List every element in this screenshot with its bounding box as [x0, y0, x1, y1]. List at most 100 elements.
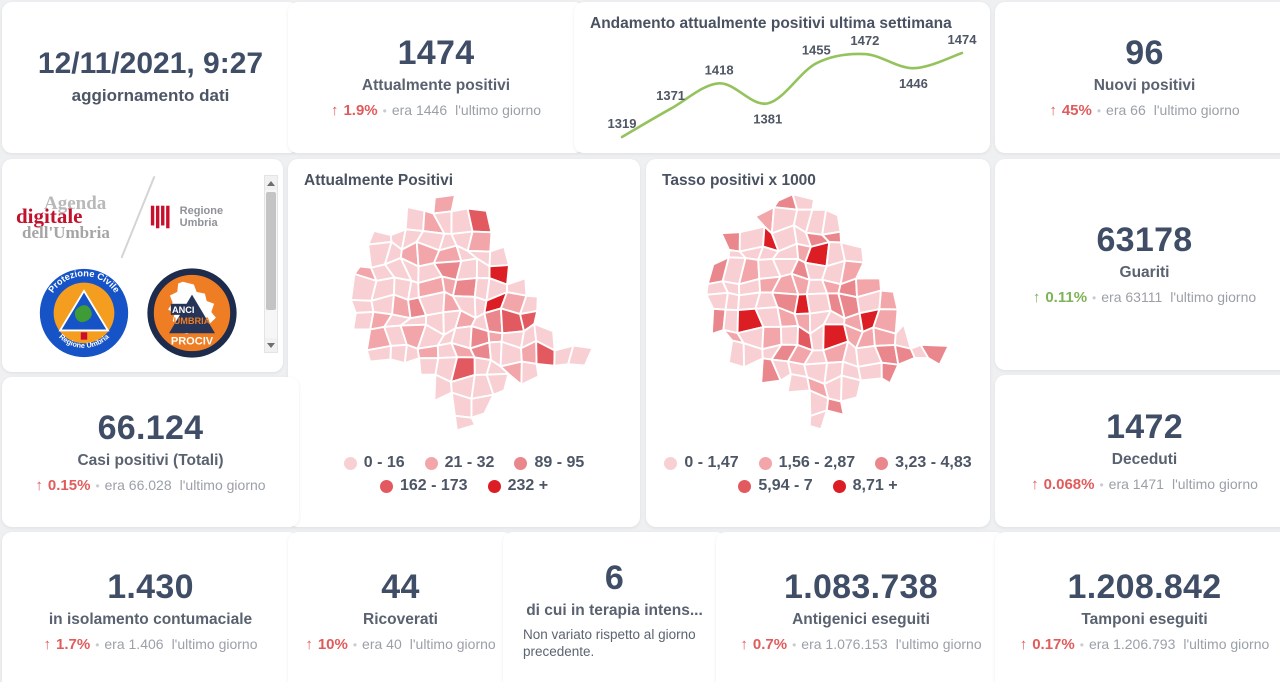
card-ricoverati: 44 Ricoverati ↑ 10% • era 40 l'ultimo giorno: [288, 532, 513, 682]
regione-umbria-mark-icon: [151, 205, 170, 229]
municipality-cell[interactable]: [919, 343, 950, 366]
data-label: 1474: [948, 35, 978, 47]
municipality-cell[interactable]: [857, 361, 883, 382]
data-label: 1446: [899, 76, 928, 91]
previous-value: era 63111: [1101, 289, 1163, 305]
municipality-cell[interactable]: [451, 277, 478, 298]
map-legend: 0 - 1,47 1,56 - 2,87 3,23 - 4,83 5,94 - 7 8,…: [646, 454, 990, 495]
trend-up-icon: ↑: [1032, 289, 1041, 306]
card-logos: Agenda digitale dell'Umbria Regione Umbr…: [2, 159, 283, 372]
municipality-cell[interactable]: [350, 299, 375, 314]
svg-text:ANCI: ANCI: [172, 304, 194, 314]
legend-label: 8,71 +: [852, 477, 898, 494]
municipality-cell[interactable]: [791, 193, 815, 211]
municipality-cell[interactable]: [821, 208, 842, 236]
stat-value: 1.208.842: [1067, 567, 1222, 606]
municipality-cell[interactable]: [825, 397, 845, 416]
trend-row: ↑ 0.7% • era 1.076.153 l'ultimo giorno: [740, 636, 981, 653]
legend-label: 0 - 16: [363, 454, 405, 471]
trend-percent: 0.11%: [1045, 289, 1088, 306]
legend-label: 5,94 - 7: [758, 477, 813, 494]
municipality-cell[interactable]: [470, 393, 495, 419]
previous-value: era 66.028: [104, 476, 172, 493]
choropleth-map-tasso[interactable]: [670, 192, 966, 450]
municipality-cell[interactable]: [466, 230, 493, 253]
regione-umbria-logo: Regione Umbria: [149, 202, 259, 232]
previous-value: era 40: [362, 635, 402, 652]
scroll-up-button[interactable]: [265, 176, 277, 190]
municipality-cell[interactable]: [453, 414, 477, 432]
choropleth-map-attualmente[interactable]: [314, 192, 614, 450]
trend-row: ↑ 1.7% • era 1.406 l'ultimo giorno: [43, 636, 257, 653]
legend-label: 21 - 32: [444, 454, 495, 471]
previous-period-label: l'ultimo giorno: [895, 635, 982, 652]
stat-label: Nuovi positivi: [1093, 77, 1196, 94]
municipality-cell[interactable]: [520, 360, 540, 386]
scroll-track[interactable]: [265, 190, 277, 338]
municipality-cell[interactable]: [485, 372, 510, 396]
previous-value: era 1.076.153: [801, 635, 888, 652]
legend-row: 0 - 16 21 - 32 89 - 95: [343, 454, 584, 472]
municipality-cell[interactable]: [780, 325, 800, 346]
trend-percent: 0.15%: [47, 476, 91, 494]
stat-value: 1.430: [107, 567, 194, 606]
agenda-digitale-logo: Agenda digitale dell'Umbria: [16, 194, 127, 241]
legend-label: 0 - 1,47: [684, 454, 739, 471]
previous-value: era 66: [1106, 102, 1146, 118]
municipality-cell[interactable]: [466, 207, 493, 234]
trend-percent: 0.7%: [752, 635, 788, 653]
card-antigenici-eseguiti: 1.083.738 Antigenici eseguiti ↑ 0.7% • era …: [716, 532, 1006, 682]
municipality-cell[interactable]: [416, 344, 440, 360]
municipality-cell[interactable]: [404, 206, 426, 233]
trend-up-icon: ↑: [1049, 102, 1057, 119]
stat-value: 44: [381, 567, 420, 606]
trend-up-icon: ↑: [1019, 635, 1028, 653]
card-deceduti: 1472 Deceduti ↑ 0.068% • era 1471 l'ultimo g…: [995, 375, 1280, 527]
stat-label: Antigenici eseguiti: [792, 610, 930, 628]
municipality-cell[interactable]: [727, 339, 746, 369]
legend-item: 89 - 95: [514, 454, 584, 472]
data-label: 1472: [850, 35, 879, 48]
previous-period-label: l'ultimo giorno: [455, 102, 542, 118]
trend-up-icon: ↑: [1031, 475, 1039, 493]
trend-percent: 0.17%: [1032, 635, 1075, 653]
anci-umbria-prociv-logo: ANCI UMBRIA PROCIV: [146, 267, 237, 358]
agenda-logo-line3: dell'Umbria: [22, 222, 110, 242]
scroll-thumb[interactable]: [266, 192, 276, 310]
agenda-logo-line2: digitale: [16, 203, 83, 228]
legend-swatch: [738, 479, 752, 493]
municipality-cell[interactable]: [705, 291, 729, 311]
trend-percent: 1.7%: [55, 635, 91, 653]
municipality-cell[interactable]: [488, 245, 510, 268]
trend-row: ↑ 0.068% • era 1471 l'ultimo giorno: [1031, 476, 1258, 493]
trend-up-icon: ↑: [43, 635, 51, 653]
municipality-cell[interactable]: [878, 289, 899, 311]
municipality-cell[interactable]: [840, 374, 862, 403]
municipality-cell[interactable]: [840, 241, 865, 264]
municipality-cell[interactable]: [487, 330, 504, 344]
legend-item: 3,23 - 4,83: [875, 454, 972, 472]
legend-swatch: [664, 456, 678, 470]
card-andamento-chart: Andamento attualmente positivi ultima se…: [574, 2, 990, 153]
card-terapia-intensiva: 6 di cui in terapia intens... Non variat…: [503, 532, 726, 682]
chart-title: Andamento attualmente positivi ultima se…: [590, 15, 952, 32]
legend-item: 0 - 16: [343, 454, 405, 472]
municipality-cell[interactable]: [880, 361, 900, 385]
trend-percent: 0.068%: [1043, 475, 1095, 493]
data-label: 1381: [753, 111, 782, 126]
municipality-cell[interactable]: [808, 409, 828, 431]
bullet-separator: •: [1099, 477, 1104, 492]
municipality-cell[interactable]: [724, 291, 741, 311]
legend-item: 8,71 +: [832, 477, 898, 495]
data-label: 1371: [656, 88, 685, 103]
previous-period-label: l'ultimo giorno: [409, 635, 496, 652]
scroll-down-button[interactable]: [265, 338, 277, 352]
scrollbar[interactable]: [264, 175, 278, 353]
legend-item: 0 - 1,47: [664, 454, 739, 472]
svg-text:UMBRIA: UMBRIA: [173, 316, 210, 326]
municipality-cell[interactable]: [720, 231, 741, 253]
bullet-separator: •: [792, 637, 797, 652]
municipality-cell[interactable]: [483, 307, 504, 335]
legend-row: 0 - 1,47 1,56 - 2,87 3,23 - 4,83: [664, 454, 972, 472]
municipality-cell[interactable]: [567, 344, 594, 367]
